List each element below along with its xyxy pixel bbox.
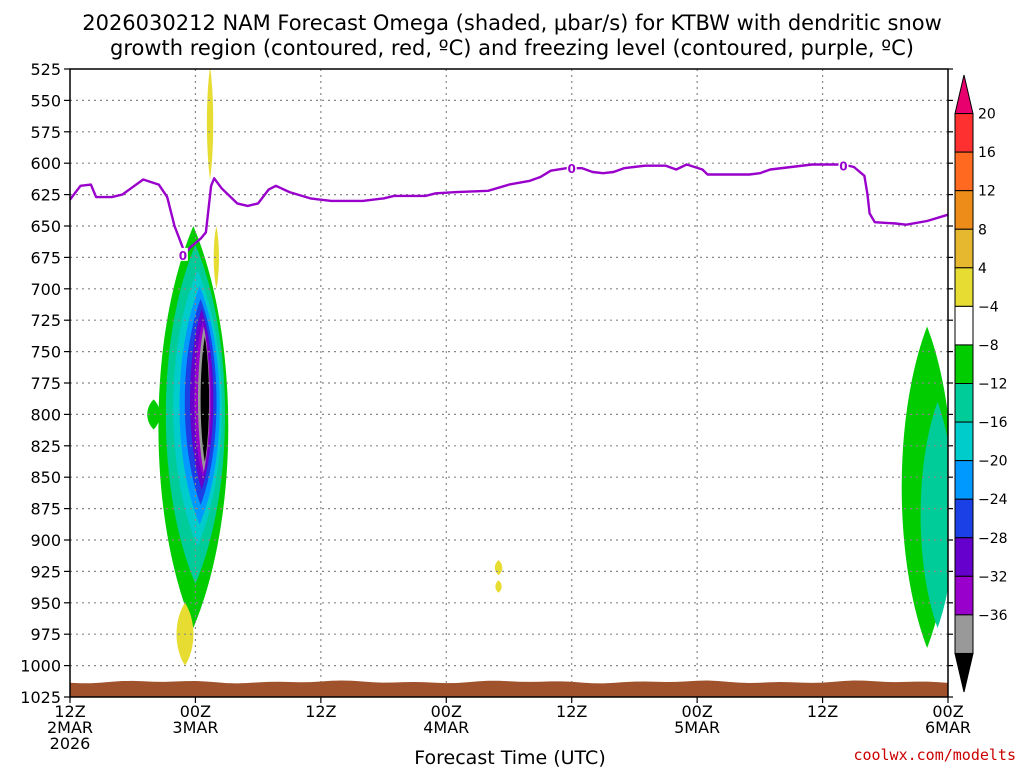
- x-tick-label-3-0: 00Z: [431, 702, 462, 721]
- plot-area: 0 0 0: [70, 69, 948, 697]
- x-tick-label-5-0: 00Z: [681, 702, 712, 721]
- colorbar-box-14: [954, 614, 974, 654]
- plot-inner: 0 0 0: [70, 69, 948, 697]
- freezing-label-bg-0: [177, 247, 188, 261]
- colorbar-label-13: −36: [978, 608, 1008, 624]
- credit-text: coolwx.com/modelts: [853, 746, 1016, 764]
- colorbar-box-12: [954, 537, 974, 577]
- omega-positive-region-0: [206, 69, 214, 180]
- y-tick-label-19: 1000: [20, 657, 61, 676]
- terrain-strip: [70, 680, 948, 697]
- colorbar-box-7: [954, 344, 974, 384]
- colorbar-label-8: −16: [978, 415, 1008, 431]
- colorbar-box-8: [954, 383, 974, 423]
- y-tick-label-14: 875: [30, 500, 61, 519]
- x-tick-label-5-1: 5MAR: [674, 718, 720, 737]
- colorbar-box-2: [954, 151, 974, 192]
- colorbar-arrow-top: [954, 74, 974, 115]
- y-tick-label-12: 825: [30, 437, 61, 456]
- x-tick-label-0-1: 2MAR: [47, 718, 93, 737]
- colorbar-label-6: −8: [978, 338, 999, 354]
- title-line-1: 2026030212 NAM Forecast Omega (shaded, μ…: [82, 11, 942, 35]
- x-tick-label-7-0: 00Z: [932, 702, 963, 721]
- y-tick-label-16: 925: [30, 562, 61, 581]
- y-tick-label-1: 550: [30, 91, 61, 110]
- freezing-level-label-1: 0: [568, 162, 576, 176]
- y-tick-label-0: 525: [30, 60, 61, 79]
- colorbar-label-7: −12: [978, 377, 1008, 393]
- freezing-label-bg-2: [838, 158, 849, 172]
- x-tick-label-1-0: 00Z: [180, 702, 211, 721]
- x-tick-label-0-2: 2026: [50, 734, 91, 753]
- colorbar-box-9: [954, 421, 974, 462]
- colorbar-label-11: −28: [978, 531, 1008, 547]
- omega-positive-region-1: [213, 226, 219, 289]
- y-tick-label-18: 975: [30, 625, 61, 644]
- x-tick-label-3-1: 4MAR: [423, 718, 469, 737]
- y-tick-label-9: 750: [30, 343, 61, 362]
- colorbar-label-4: 4: [978, 261, 987, 277]
- y-tick-label-10: 775: [30, 374, 61, 393]
- x-tick-label-7-1: 6MAR: [925, 718, 971, 737]
- colorbar-arrow-bottom: [954, 652, 974, 693]
- omega-positive-region-4: [495, 580, 502, 593]
- y-tick-label-15: 900: [30, 531, 61, 550]
- freezing-label-bg-1: [566, 161, 577, 175]
- y-tick-label-17: 950: [30, 594, 61, 613]
- freezing-level-line: [70, 163, 948, 255]
- y-tick-label-11: 800: [30, 405, 61, 424]
- colorbar-label-0: 20: [978, 107, 996, 123]
- x-tick-label-4-0: 12Z: [556, 702, 587, 721]
- colorbar-label-9: −20: [978, 454, 1008, 470]
- chart-title: 2026030212 NAM Forecast Omega (shaded, μ…: [82, 11, 942, 60]
- colorbar-label-5: −4: [978, 299, 999, 315]
- y-tick-label-7: 700: [30, 280, 61, 299]
- x-tick-label-6-0: 12Z: [807, 702, 838, 721]
- x-tick-label-2-0: 12Z: [305, 702, 336, 721]
- x-tick-label-1-1: 3MAR: [172, 718, 218, 737]
- freezing-level-label-0: 0: [179, 249, 187, 263]
- y-tick-label-2: 575: [30, 123, 61, 142]
- colorbar-label-10: −24: [978, 492, 1008, 508]
- y-tick-label-4: 625: [30, 186, 61, 205]
- colorbar: 20 16 12 8 4 −4 −8 −12 −16 −20 −24 −28 −32 −36: [954, 74, 1008, 693]
- colorbar-box-13: [954, 575, 974, 616]
- y-tick-label-8: 725: [30, 311, 61, 330]
- colorbar-label-3: 8: [978, 222, 987, 238]
- colorbar-box-10: [954, 460, 974, 500]
- y-tick-label-3: 600: [30, 154, 61, 173]
- freezing-level-label-2: 0: [839, 160, 847, 174]
- colorbar-box-4: [954, 228, 974, 269]
- title-line-2: growth region (contoured, red, ºC) and f…: [110, 36, 914, 60]
- y-tick-label-5: 650: [30, 217, 61, 236]
- colorbar-box-5: [954, 267, 974, 307]
- omega-positive-region-3: [494, 560, 503, 576]
- y-tick-label-20: 1025: [20, 688, 61, 707]
- colorbar-box-11: [954, 498, 974, 539]
- omega-region-1: [147, 399, 160, 430]
- colorbar-box-3: [954, 190, 974, 230]
- x-tick-label-0-0: 12Z: [54, 702, 85, 721]
- colorbar-box-6: [954, 305, 974, 346]
- colorbar-label-12: −32: [978, 569, 1008, 585]
- colorbar-box-1: [954, 113, 974, 153]
- x-axis-label: Forecast Time (UTC): [414, 747, 605, 768]
- colorbar-label-2: 12: [978, 184, 996, 200]
- omega-region-9: [200, 336, 210, 463]
- axes: 525 550 575 600 625 650 675 700 725 750 775 800 825 8…: [20, 60, 971, 753]
- y-tick-label-6: 675: [30, 248, 61, 267]
- colorbar-label-1: 16: [978, 145, 996, 161]
- y-tick-label-13: 850: [30, 468, 61, 487]
